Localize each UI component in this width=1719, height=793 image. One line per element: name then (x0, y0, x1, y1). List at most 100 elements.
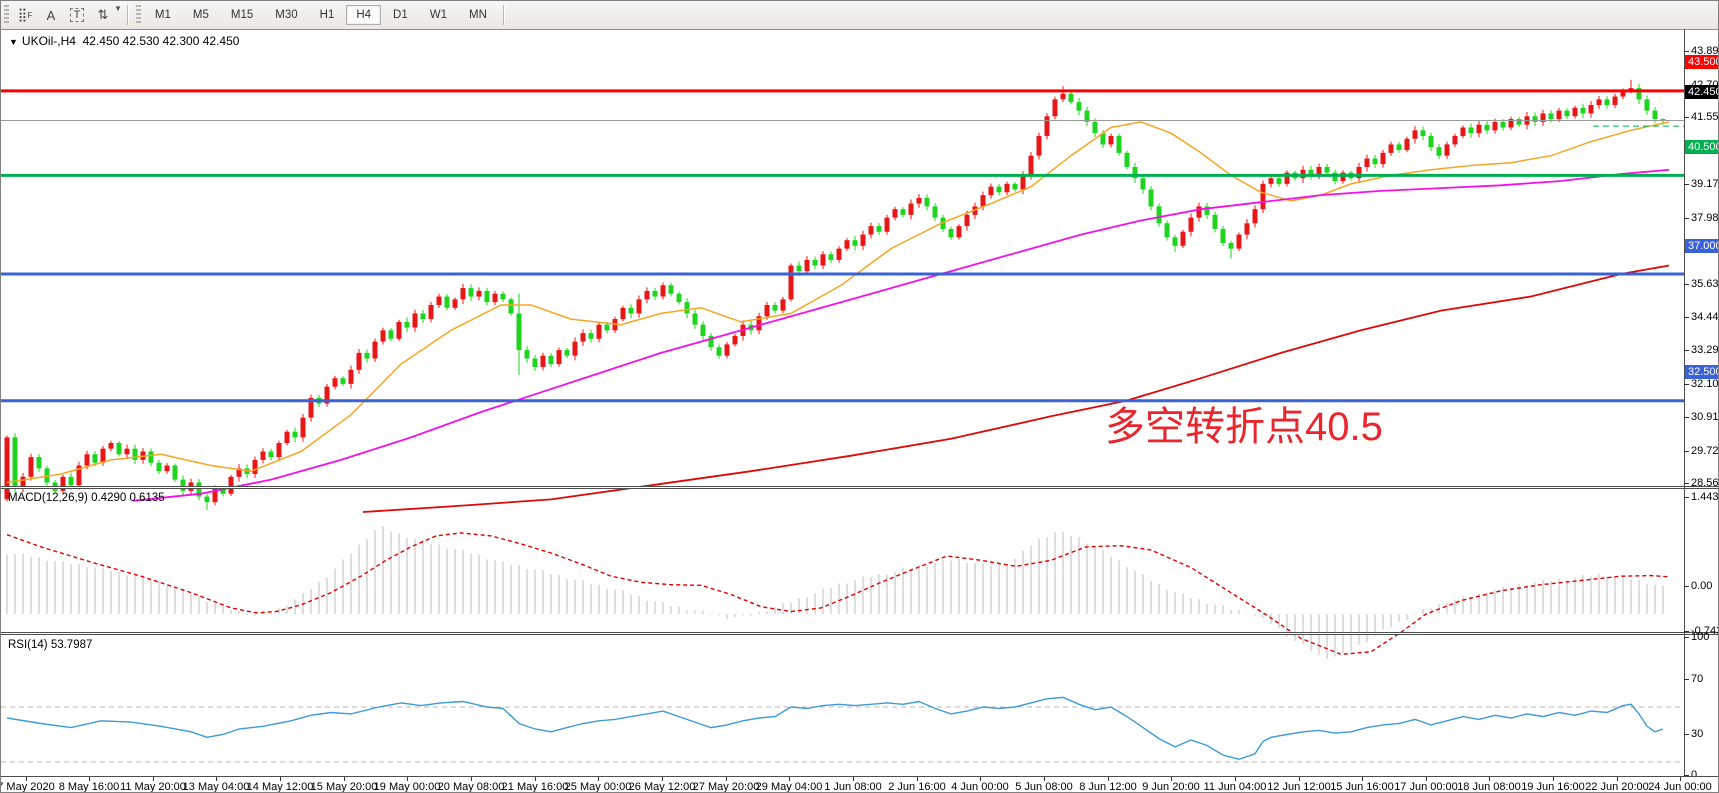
timeframe-button-h1[interactable]: H1 (319, 9, 335, 21)
timeframe-button-mn[interactable]: MN (469, 9, 487, 21)
candle (212, 488, 218, 503)
toolbar-drag-grip[interactable] (135, 5, 141, 25)
candle (564, 350, 570, 356)
drawing-tools-group: ⣿ F A T ⇅ ▼ (12, 4, 122, 26)
time-tick-label: 8 Jun 12:00 (1079, 781, 1137, 793)
chart-canvas[interactable] (1, 29, 1719, 793)
candle (1076, 102, 1082, 111)
axis-tick-label: 43.895 (1691, 45, 1719, 57)
candle (116, 443, 122, 455)
dropdown-caret-icon[interactable]: ▼ (114, 4, 122, 13)
axis-tick-label: 30.910 (1691, 411, 1719, 423)
candle (284, 431, 290, 444)
candle (1284, 172, 1290, 184)
time-tick-mark (216, 777, 217, 781)
timeframe-button-m5[interactable]: M5 (192, 9, 209, 21)
time-tick-mark (1235, 777, 1236, 781)
chinese-text-annotation: 多空转折点40.5 (1105, 405, 1383, 449)
candle (1436, 147, 1442, 156)
candle (676, 293, 682, 303)
time-tick-label: 19 May 00:00 (373, 781, 441, 793)
ohlc-values: 42.450 42.530 42.300 42.450 (82, 34, 240, 48)
axis-tick-label: 32.100 (1691, 378, 1719, 390)
candle (44, 468, 50, 483)
candle (924, 197, 930, 207)
candle (860, 234, 866, 246)
axis-tick-label: 0.00 (1691, 580, 1713, 592)
candle (1660, 119, 1666, 121)
candle (380, 330, 386, 342)
candle (932, 206, 938, 218)
candle (1412, 130, 1418, 139)
time-tick-label: 4 Jun 00:00 (951, 781, 1009, 793)
candle (4, 437, 10, 500)
candle (1492, 121, 1498, 131)
toolbar-drag-grip[interactable] (4, 5, 9, 25)
candle (348, 369, 354, 384)
axis-tick-mark (1684, 631, 1689, 632)
timeframe-button-m30[interactable]: M30 (275, 9, 298, 21)
candle (1100, 133, 1106, 145)
axis-tick-mark (1684, 679, 1689, 680)
candle (1636, 88, 1642, 100)
axis-tick-label: 100 (1691, 631, 1710, 643)
timeframe-button-d1[interactable]: D1 (393, 9, 408, 21)
axis-tick-label: 30 (1691, 728, 1704, 740)
text-label-icon[interactable]: A (46, 7, 56, 23)
axis-tick-label: 39.170 (1691, 178, 1719, 190)
main-price-panel (1, 79, 1684, 513)
candle (156, 462, 162, 472)
candle (652, 290, 658, 297)
timeframe-button-w1[interactable]: W1 (429, 9, 447, 21)
timeframe-button-m15[interactable]: M15 (230, 9, 254, 21)
candle (836, 248, 842, 260)
timeframe-button-h4[interactable]: H4 (346, 5, 382, 25)
candle (324, 386, 330, 404)
timeframe-button-m1[interactable]: M1 (154, 9, 171, 21)
arrange-arrows-icon[interactable]: ⇅ (97, 7, 109, 22)
candle (1204, 206, 1210, 215)
axis-tick-mark (1684, 184, 1689, 185)
candle (1140, 178, 1146, 190)
candle (508, 299, 514, 314)
candle (532, 358, 538, 367)
text-box-icon[interactable]: T (65, 4, 89, 26)
candle (100, 448, 106, 463)
candle (1132, 166, 1138, 179)
candle (1148, 189, 1154, 207)
panel-separator-rsi[interactable] (1, 632, 1718, 635)
candle (1428, 135, 1434, 148)
candle (556, 350, 562, 365)
candle (1588, 104, 1594, 114)
candle (484, 290, 490, 303)
candle (1356, 166, 1362, 179)
candle (516, 313, 522, 351)
candle (36, 457, 42, 469)
candle (388, 330, 394, 339)
candle (1324, 166, 1330, 173)
time-tick-label: 15 Jun 16:00 (1330, 781, 1394, 793)
candle (276, 443, 282, 458)
time-tick-label: 12 Jun 12:00 (1267, 781, 1331, 793)
candle (1156, 206, 1162, 224)
toolbar-separator (126, 5, 128, 25)
axis-tick-label: 28.565 (1691, 477, 1719, 489)
candle (444, 296, 450, 308)
candle (1212, 214, 1218, 229)
candle (1092, 121, 1098, 134)
axis-tick-label: -0.7431 (1691, 625, 1718, 637)
time-axis[interactable]: 7 May 2020 8 May 16:00 11 May 20:00 13 May … (1, 776, 1718, 793)
candle (132, 448, 138, 460)
candle (1452, 135, 1458, 145)
freehand-draw-icon[interactable]: ⣿ F (17, 7, 33, 22)
axis-tick-mark (1684, 497, 1689, 498)
time-tick-label: 18 Jun 08:00 (1457, 781, 1521, 793)
candle (420, 313, 426, 320)
candle (1444, 144, 1450, 156)
candle (1044, 116, 1050, 136)
candle (228, 476, 234, 494)
panel-separator-macd[interactable] (1, 486, 1718, 489)
symbol-dropdown-icon[interactable]: ▼ (9, 37, 18, 47)
candle (692, 313, 698, 325)
candle (204, 496, 210, 503)
